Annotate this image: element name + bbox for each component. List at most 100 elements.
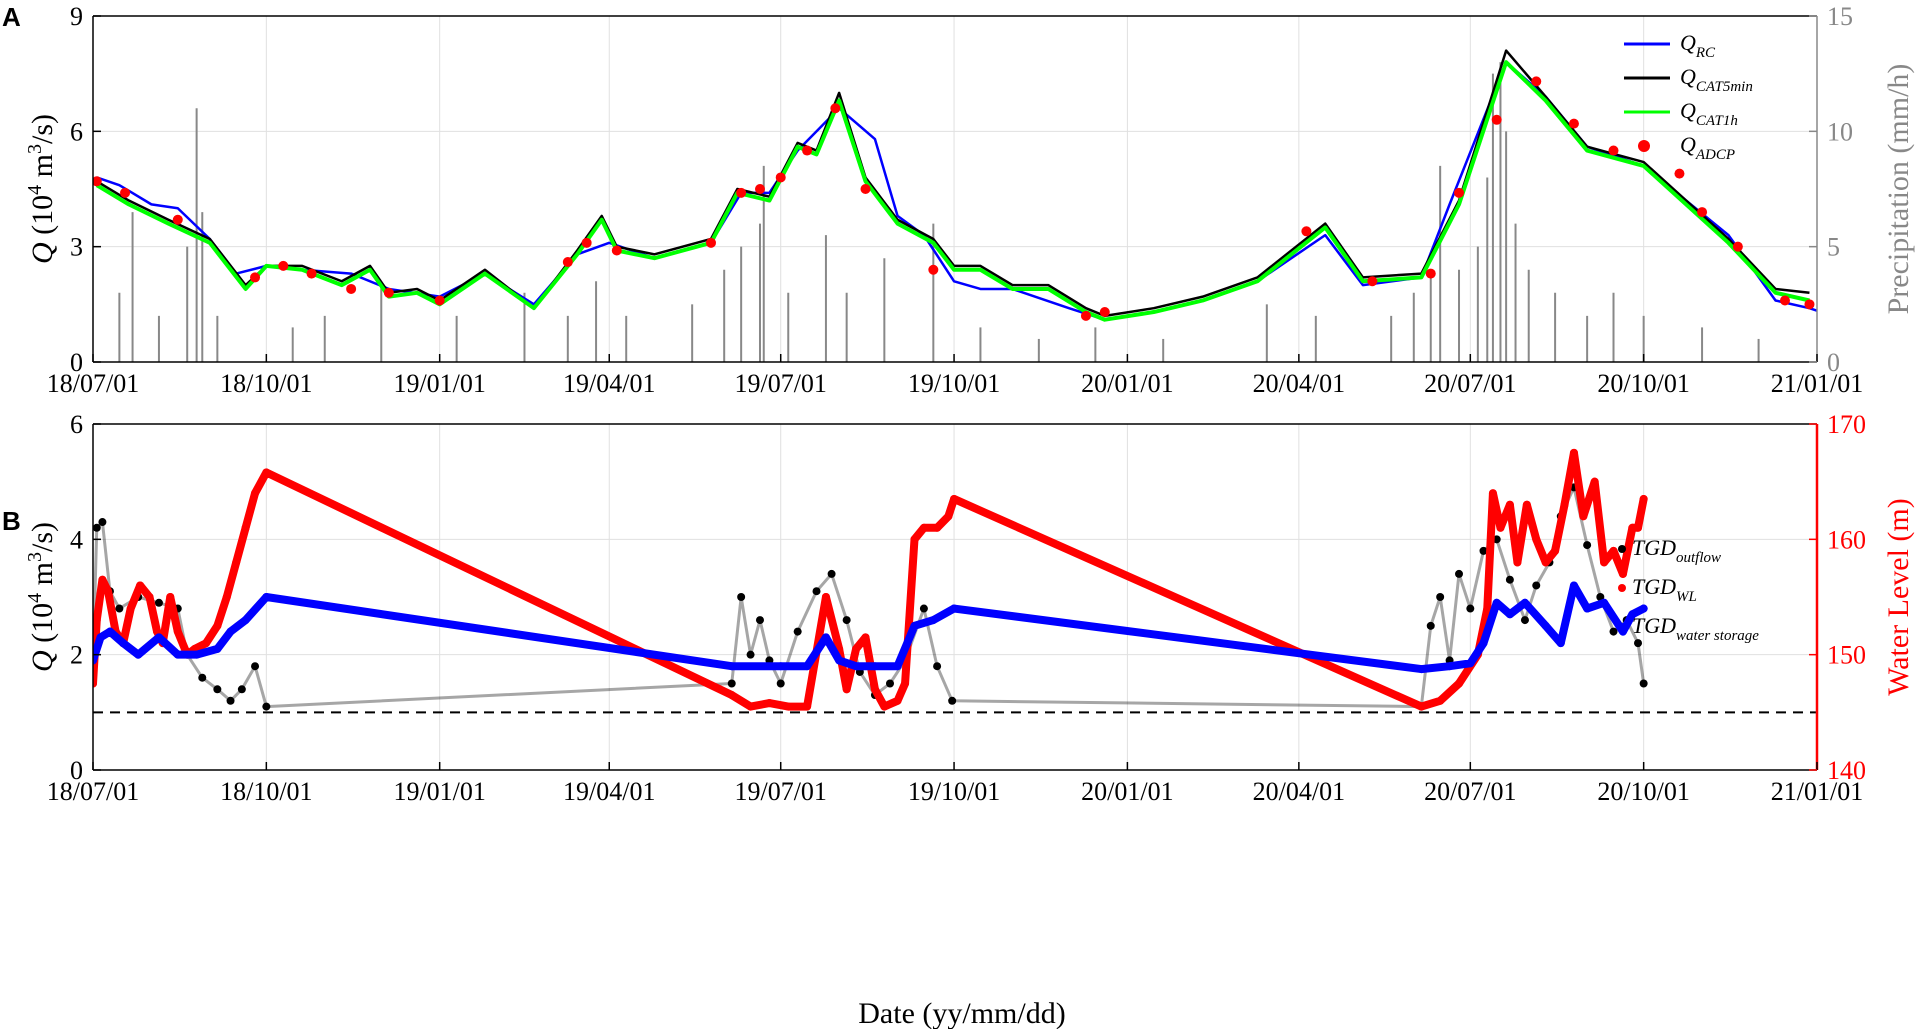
y-axis-label-exp: 4 xyxy=(24,593,46,603)
tgd-water-storage-point xyxy=(821,633,830,642)
tgd-wl-point xyxy=(1600,558,1609,567)
panel-b-chart: 18/07/01 18/10/01 19/01/01 19/04/01 19/07/01… xyxy=(24,410,1915,806)
q-adcp-point xyxy=(775,172,786,183)
y-tick-label: 2 xyxy=(70,641,83,670)
q-adcp-point xyxy=(581,237,592,248)
tgd-wl-point xyxy=(1455,679,1464,688)
tgd-wl-point xyxy=(166,593,175,601)
y-tick-label: 4 xyxy=(70,525,83,554)
tgd-water-storage-legend-marker xyxy=(1618,623,1626,631)
q-adcp-point xyxy=(1491,114,1502,125)
q-cat1h-legend-label: QCAT1h xyxy=(1680,98,1738,129)
plot-area xyxy=(93,448,1817,714)
tgd-wl-point xyxy=(93,679,97,688)
q-adcp-point xyxy=(1454,187,1465,198)
tgd-wl-point xyxy=(1488,489,1497,498)
tgd-wl-point xyxy=(173,627,182,636)
tgd-water-storage-point xyxy=(870,662,879,671)
tgd-wl-point xyxy=(1532,535,1541,544)
tgd-wl-point xyxy=(1590,477,1599,486)
q-adcp-point xyxy=(1080,310,1091,321)
y-tick-label: 6 xyxy=(70,410,83,439)
x-tick-label: 19/07/01 xyxy=(734,777,826,806)
q-adcp-point xyxy=(120,187,131,198)
x-tick-label: 20/10/01 xyxy=(1597,777,1689,806)
tgd-wl-legend-sub: WL xyxy=(1676,589,1697,605)
q-adcp-legend-main: Q xyxy=(1680,132,1696,157)
x-tick-label: 19/07/01 xyxy=(734,369,826,398)
tgd-outflow-point xyxy=(1532,581,1541,590)
q-adcp-point xyxy=(1779,295,1790,306)
tgd-water-storage-point xyxy=(226,627,235,636)
tgd-wl-point xyxy=(262,468,271,477)
tgd-wl-point xyxy=(1496,523,1505,532)
tgd-water-storage-legend-label: TGDwater storage xyxy=(1632,613,1759,644)
tgd-outflow-line xyxy=(93,485,1646,709)
tgd-wl-point xyxy=(784,702,793,711)
tgd-water-storage-point xyxy=(803,662,812,671)
y-axis-label-exp: 3 xyxy=(24,552,46,562)
x-tick-label: 19/04/01 xyxy=(563,369,655,398)
tgd-outflow-legend-sub: outflow xyxy=(1676,550,1721,566)
x-tick-label: 19/01/01 xyxy=(393,777,485,806)
tgd-water-storage-point xyxy=(173,650,182,659)
tgd-wl-point xyxy=(842,685,851,694)
tgd-water-storage-point xyxy=(1505,610,1514,619)
q-cat5min-line xyxy=(96,49,1810,318)
y-axis-label-q: Q xyxy=(26,235,59,264)
tgd-wl-point xyxy=(1483,604,1492,613)
y-axis-label: Q (104 m3/s) xyxy=(24,522,59,672)
tgd-water-storage-point xyxy=(1556,639,1565,648)
tgd-water-storage-point xyxy=(950,604,959,613)
q-cat5min-legend-sub: CAT5min xyxy=(1696,79,1753,95)
q-rc-legend-label: QRC xyxy=(1680,30,1716,61)
panel-a-letter: A xyxy=(2,2,21,32)
tgd-outflow-point xyxy=(213,685,222,694)
tgd-wl-point xyxy=(145,593,154,601)
y-axis-label-exp: 3 xyxy=(24,144,46,154)
tgd-outflow-point xyxy=(1596,593,1605,601)
tgd-wl-point xyxy=(1560,500,1569,509)
q-adcp-point xyxy=(1425,268,1436,279)
tgd-wl-point xyxy=(893,696,902,705)
q-adcp-point xyxy=(1568,118,1579,129)
tgd-water-storage-point xyxy=(1628,610,1637,619)
q-adcp-point xyxy=(860,184,871,194)
tgd-wl-point xyxy=(1634,523,1643,532)
tgd-outflow-point xyxy=(1639,679,1648,688)
tgd-wl-point xyxy=(765,699,774,708)
tgd-wl-point xyxy=(746,702,755,711)
tgd-outflow-point xyxy=(885,679,894,688)
tgd-wl-point xyxy=(1609,546,1618,555)
tgd-outflow-point xyxy=(755,616,764,625)
tgd-water-storage-point xyxy=(910,621,919,630)
tgd-water-storage-point xyxy=(1600,598,1609,607)
x-tick-label: 20/07/01 xyxy=(1424,777,1516,806)
tgd-outflow-legend-marker xyxy=(1618,545,1626,553)
tgd-water-storage-point xyxy=(192,650,201,659)
tgd-water-storage-point xyxy=(105,627,114,636)
tgd-wl-legend-main: TGD xyxy=(1632,574,1676,599)
y-right-tick-label: 150 xyxy=(1827,641,1866,670)
tgd-wl-point xyxy=(241,523,250,532)
tgd-wl-point xyxy=(1417,702,1426,711)
y-right-tick-label: 5 xyxy=(1827,233,1840,262)
tgd-wl-point xyxy=(104,587,113,596)
q-cat1h-legend-sub: CAT1h xyxy=(1696,113,1738,129)
tgd-wl-point xyxy=(919,523,928,532)
q-adcp-point xyxy=(1732,241,1743,252)
tgd-wl-point xyxy=(1513,558,1522,567)
q-adcp-point xyxy=(93,176,102,187)
q-adcp-legend-label: QADCP xyxy=(1680,132,1735,163)
q-adcp-point xyxy=(250,272,261,283)
y-axis-label-unit: /s) xyxy=(26,522,59,552)
tgd-water-storage-point xyxy=(213,644,222,653)
tgd-wl-point xyxy=(901,679,910,688)
tgd-outflow-point xyxy=(1583,541,1592,550)
y-axis-label-unit: m xyxy=(26,562,59,593)
tgd-wl-point xyxy=(880,702,889,711)
axes-frame: 18/07/01 18/10/01 19/01/01 19/04/01 19/07/01… xyxy=(47,410,1866,806)
q-adcp-point xyxy=(562,257,573,268)
q-adcp-point xyxy=(611,245,622,256)
